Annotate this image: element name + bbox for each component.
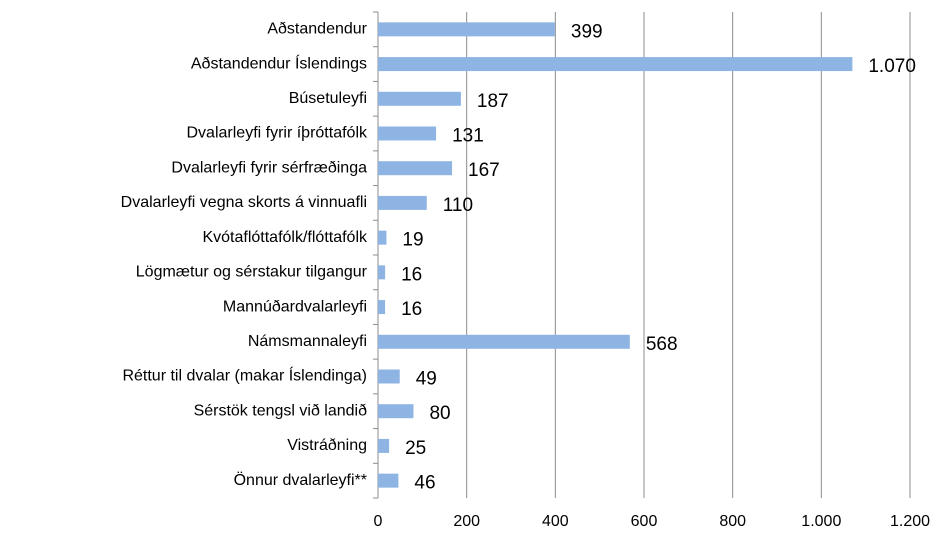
y-tick-label: Dvalarleyfi vegna skorts á vinnuafli — [121, 194, 367, 211]
y-tick-label: Mannúðardvalarleyfi — [223, 298, 367, 315]
x-tick-label: 1.000 — [801, 513, 841, 530]
data-label: 1.070 — [868, 56, 916, 77]
x-tick-label: 400 — [542, 513, 569, 530]
bar — [378, 126, 437, 141]
data-label: 46 — [414, 473, 435, 494]
y-tick-label: Búsetuleyfi — [289, 90, 367, 107]
data-label: 110 — [443, 195, 473, 216]
data-label: 80 — [429, 403, 450, 424]
data-label: 399 — [571, 21, 603, 42]
x-tick-label: 600 — [631, 513, 658, 530]
bar — [378, 300, 386, 315]
bar — [378, 473, 399, 488]
x-tick-label: 800 — [719, 513, 746, 530]
bar — [378, 369, 400, 384]
bar — [378, 91, 461, 106]
y-tick-label: Aðstandendur Íslendings — [191, 53, 367, 72]
bar — [378, 334, 630, 349]
y-tick-label: Dvalarleyfi fyrir sérfræðinga — [171, 159, 367, 176]
y-tick-label: Dvalarleyfi fyrir íþróttafólk — [187, 125, 368, 142]
y-tick-label: Kvótaflóttafólk/flóttafólk — [202, 229, 368, 246]
data-label: 16 — [401, 299, 422, 320]
y-tick-label: Réttur til dvalar (makar Íslendinga) — [122, 366, 367, 385]
data-label: 568 — [646, 334, 678, 355]
data-label: 49 — [416, 369, 437, 390]
data-label: 187 — [477, 91, 509, 112]
y-tick-label: Önnur dvalarleyfi** — [234, 471, 367, 489]
y-tick-label: Vistráðning — [287, 437, 367, 454]
y-tick-label: Lögmætur og sérstakur tilgangur — [136, 264, 368, 281]
bar — [378, 57, 853, 72]
x-tick-label: 1.200 — [890, 513, 930, 530]
bar — [378, 22, 555, 37]
bar — [378, 161, 453, 176]
bar — [378, 195, 427, 210]
data-label: 25 — [405, 438, 426, 459]
data-label: 16 — [401, 264, 422, 285]
x-tick-label: 0 — [374, 513, 383, 530]
data-label: 131 — [452, 126, 484, 147]
bar — [378, 230, 387, 245]
bar — [378, 438, 390, 453]
data-label: 167 — [468, 160, 500, 181]
bar — [378, 265, 386, 280]
bar — [378, 404, 414, 419]
y-tick-label: Aðstandendur — [267, 21, 367, 38]
x-tick-label: 200 — [453, 513, 480, 530]
data-label: 19 — [402, 230, 423, 251]
y-tick-label: Sérstök tengsl við landið — [194, 402, 368, 419]
y-tick-label: Námsmannaleyfi — [248, 333, 367, 350]
